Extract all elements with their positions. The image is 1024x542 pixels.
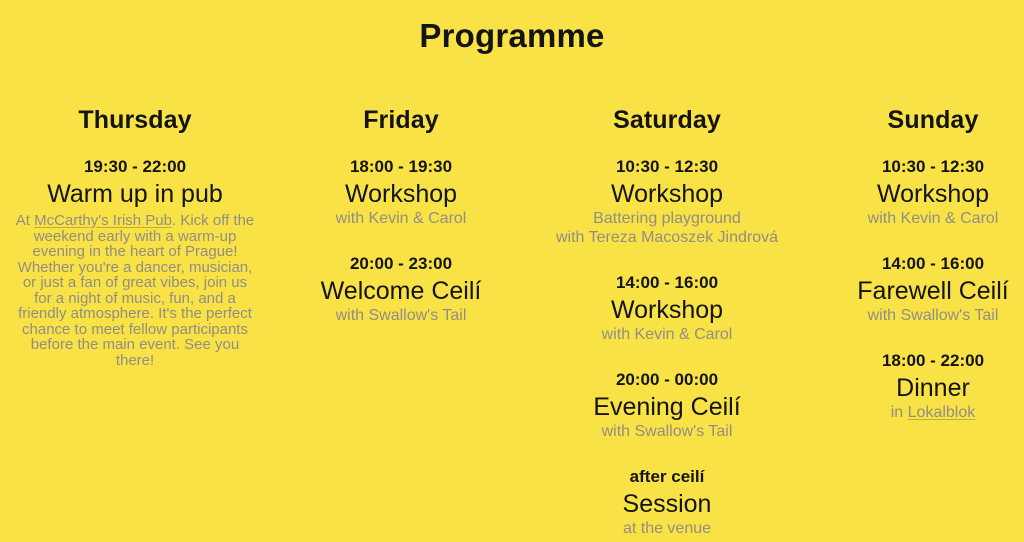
event-time: 10:30 - 12:30 [881,157,985,176]
programme-columns: Thursday 19:30 - 22:00 Warm up in pub At… [2,105,1024,538]
event-item: 10:30 - 12:30 Workshop with Kevin & Caro… [800,157,1024,228]
event-detail-line: with Swallow's Tail [534,422,800,441]
detail-text: . Kick off the weekend early with a warm… [17,212,255,369]
event-item: 20:00 - 23:00 Welcome Ceilí with Swallow… [268,254,534,325]
detail-text: with Swallow's Tail [601,423,733,440]
event-details: with Swallow's Tail [268,306,534,325]
event-title: Workshop [610,296,724,324]
event-item: 14:00 - 16:00 Workshop with Kevin & Caro… [534,273,800,344]
day-events: 18:00 - 19:30 Workshop with Kevin & Caro… [268,157,534,325]
day-events: 10:30 - 12:30 Workshop Battering playgro… [534,157,800,538]
event-time: 14:00 - 16:00 [881,254,985,273]
event-time: 10:30 - 12:30 [615,157,719,176]
event-title: Workshop [876,180,990,208]
event-detail-line: Battering playground [534,209,800,228]
detail-text: in [890,404,908,421]
event-details: with Swallow's Tail [534,422,800,441]
event-time: 19:30 - 22:00 [83,157,187,176]
event-time: 20:00 - 00:00 [615,370,719,389]
day-column: Thursday 19:30 - 22:00 Warm up in pub At… [2,105,268,538]
event-detail-line: with Kevin & Carol [534,325,800,344]
event-detail-line: with Kevin & Carol [268,209,534,228]
event-title: Workshop [344,180,458,208]
event-details: with Kevin & Carol [268,209,534,228]
detail-text: with Kevin & Carol [335,210,467,227]
event-time: 20:00 - 23:00 [349,254,453,273]
event-details: in Lokalblok [800,403,1024,422]
event-title: Workshop [610,180,724,208]
event-details: Battering playground with Tereza Macoszek… [534,209,800,247]
event-details: at the venue [534,519,800,538]
detail-text: with Swallow's Tail [867,307,999,324]
event-details: with Swallow's Tail [800,306,1024,325]
event-title: Welcome Ceilí [320,277,482,305]
detail-text: with Swallow's Tail [335,307,467,324]
day-events: 19:30 - 22:00 Warm up in pub At McCarthy… [2,157,268,368]
day-title: Friday [363,106,439,134]
day-title: Sunday [887,106,979,134]
day-events: 10:30 - 12:30 Workshop with Kevin & Caro… [800,157,1024,422]
detail-text: with Kevin & Carol [867,210,999,227]
event-item: 19:30 - 22:00 Warm up in pub At McCarthy… [2,157,268,368]
day-column: Saturday 10:30 - 12:30 Workshop Batterin… [534,105,800,538]
event-details: At McCarthy's Irish Pub. Kick off the we… [2,213,268,368]
detail-link[interactable]: McCarthy's Irish Pub [34,212,172,229]
detail-text: with Kevin & Carol [601,326,733,343]
event-time: 18:00 - 19:30 [349,157,453,176]
page-title: Programme [419,17,605,54]
event-detail-line: with Swallow's Tail [268,306,534,325]
detail-link[interactable]: Lokalblok [907,404,976,421]
event-detail-line: with Swallow's Tail [800,306,1024,325]
event-time: after ceilí [629,467,705,486]
event-item: after ceilí Session at the venue [534,467,800,538]
event-title: Dinner [896,374,970,402]
day-column: Sunday 10:30 - 12:30 Workshop with Kevin… [800,105,1024,538]
event-details: with Kevin & Carol [534,325,800,344]
event-time: 18:00 - 22:00 [881,351,985,370]
day-title: Thursday [78,106,192,134]
detail-text: At [15,212,35,229]
event-detail-line: at the venue [534,519,800,538]
event-details: with Kevin & Carol [800,209,1024,228]
detail-text: with Tereza Macoszek Jindrová [555,229,779,246]
event-title: Farewell Ceilí [857,277,1009,305]
detail-text: Battering playground [593,210,741,227]
event-item: 10:30 - 12:30 Workshop Battering playgro… [534,157,800,247]
event-detail-line: in Lokalblok [800,403,1024,422]
detail-text: at the venue [622,520,712,537]
event-title: Warm up in pub [47,180,223,208]
event-title: Session [622,490,712,518]
day-title: Saturday [613,106,721,134]
event-item: 14:00 - 16:00 Farewell Ceilí with Swallo… [800,254,1024,325]
day-column: Friday 18:00 - 19:30 Workshop with Kevin… [268,105,534,538]
event-time: 14:00 - 16:00 [615,273,719,292]
event-item: 18:00 - 22:00 Dinner in Lokalblok [800,351,1024,422]
event-title: Evening Ceilí [593,393,741,421]
event-item: 18:00 - 19:30 Workshop with Kevin & Caro… [268,157,534,228]
event-detail-line: with Tereza Macoszek Jindrová [534,228,800,247]
event-item: 20:00 - 00:00 Evening Ceilí with Swallow… [534,370,800,441]
event-detail-line: with Kevin & Carol [800,209,1024,228]
event-detail-line: At McCarthy's Irish Pub. Kick off the we… [14,213,256,368]
